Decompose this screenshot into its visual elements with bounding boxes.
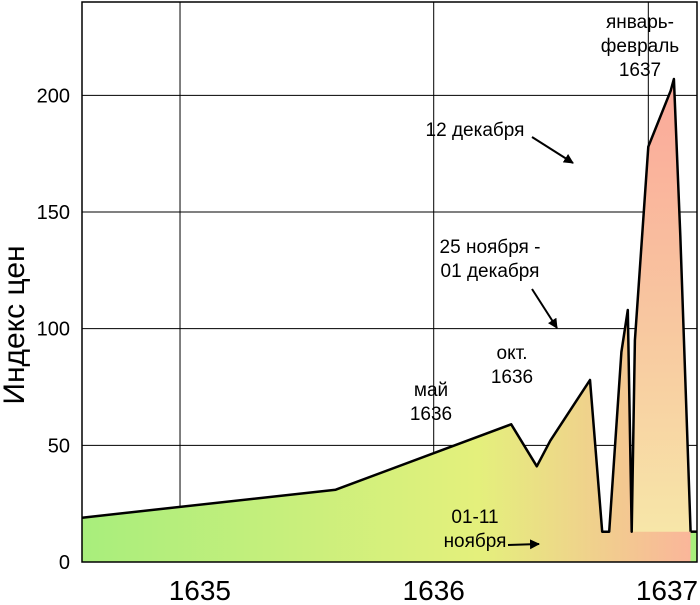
annotation-text: окт. — [497, 343, 528, 364]
x-tick-label: 1635 — [169, 575, 231, 605]
annotation-may: май 1636 — [410, 380, 452, 425]
annotation-text: 01-11 — [451, 507, 498, 528]
annotation-text: 01 декабря — [441, 261, 540, 282]
x-tick-label: 1636 — [403, 575, 465, 605]
y-axis-label: Индекс цен — [0, 245, 31, 404]
annotation-text: май — [414, 380, 448, 401]
annotation-nov25: 25 ноября - 01 декабря — [440, 237, 558, 329]
price-line — [81, 77, 692, 533]
x-axis-ticks: 1635 1636 1637 — [169, 575, 698, 605]
annotation-arrow — [531, 288, 558, 329]
y-tick-label: 0 — [59, 552, 70, 574]
annotation-oct: окт. 1636 — [491, 343, 533, 388]
y-tick-label: 200 — [37, 85, 70, 107]
y-tick-label: 100 — [37, 319, 70, 341]
x-tick-label: 1637 — [636, 575, 698, 605]
y-axis-ticks: 0 50 100 150 200 — [37, 85, 70, 574]
annotation-arrow — [507, 539, 540, 550]
annotation-text: январь- — [606, 12, 674, 33]
annotation-arrow — [531, 136, 574, 164]
annotations: январь-февраль 1637 12 декабря 25 ноября - 0… — [410, 12, 679, 552]
annotation-dec12: 12 декабря — [426, 120, 574, 164]
annotation-text: 12 декабря — [426, 120, 525, 141]
annotation-text: 1636 — [491, 367, 533, 388]
price-area — [81, 77, 697, 562]
annotation-text: февраль — [601, 36, 680, 57]
peak-fill — [631, 79, 691, 532]
annotation-text: 1637 — [619, 60, 661, 81]
y-tick-label: 50 — [48, 435, 70, 457]
annotation-text: 25 ноября - — [440, 237, 541, 258]
annotation-nov01: 01-11 ноября — [444, 507, 540, 552]
area-fill — [82, 79, 691, 562]
plot-frame — [81, 1, 698, 563]
annotation-text: ноября — [444, 531, 507, 552]
annotation-jan-feb: январь-февраль 1637 — [601, 12, 680, 81]
annotation-text: 1636 — [410, 404, 452, 425]
plot-border — [81, 1, 698, 563]
y-tick-label: 150 — [37, 202, 70, 224]
